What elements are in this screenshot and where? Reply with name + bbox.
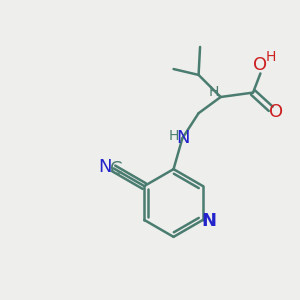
Text: O: O (254, 56, 268, 74)
Text: N: N (202, 212, 217, 230)
Text: O: O (269, 103, 283, 121)
Text: C: C (110, 160, 123, 178)
Text: H: H (266, 50, 276, 64)
Text: H: H (169, 129, 179, 143)
Text: N: N (176, 129, 190, 147)
Text: N: N (99, 158, 112, 176)
Text: H: H (209, 85, 219, 99)
